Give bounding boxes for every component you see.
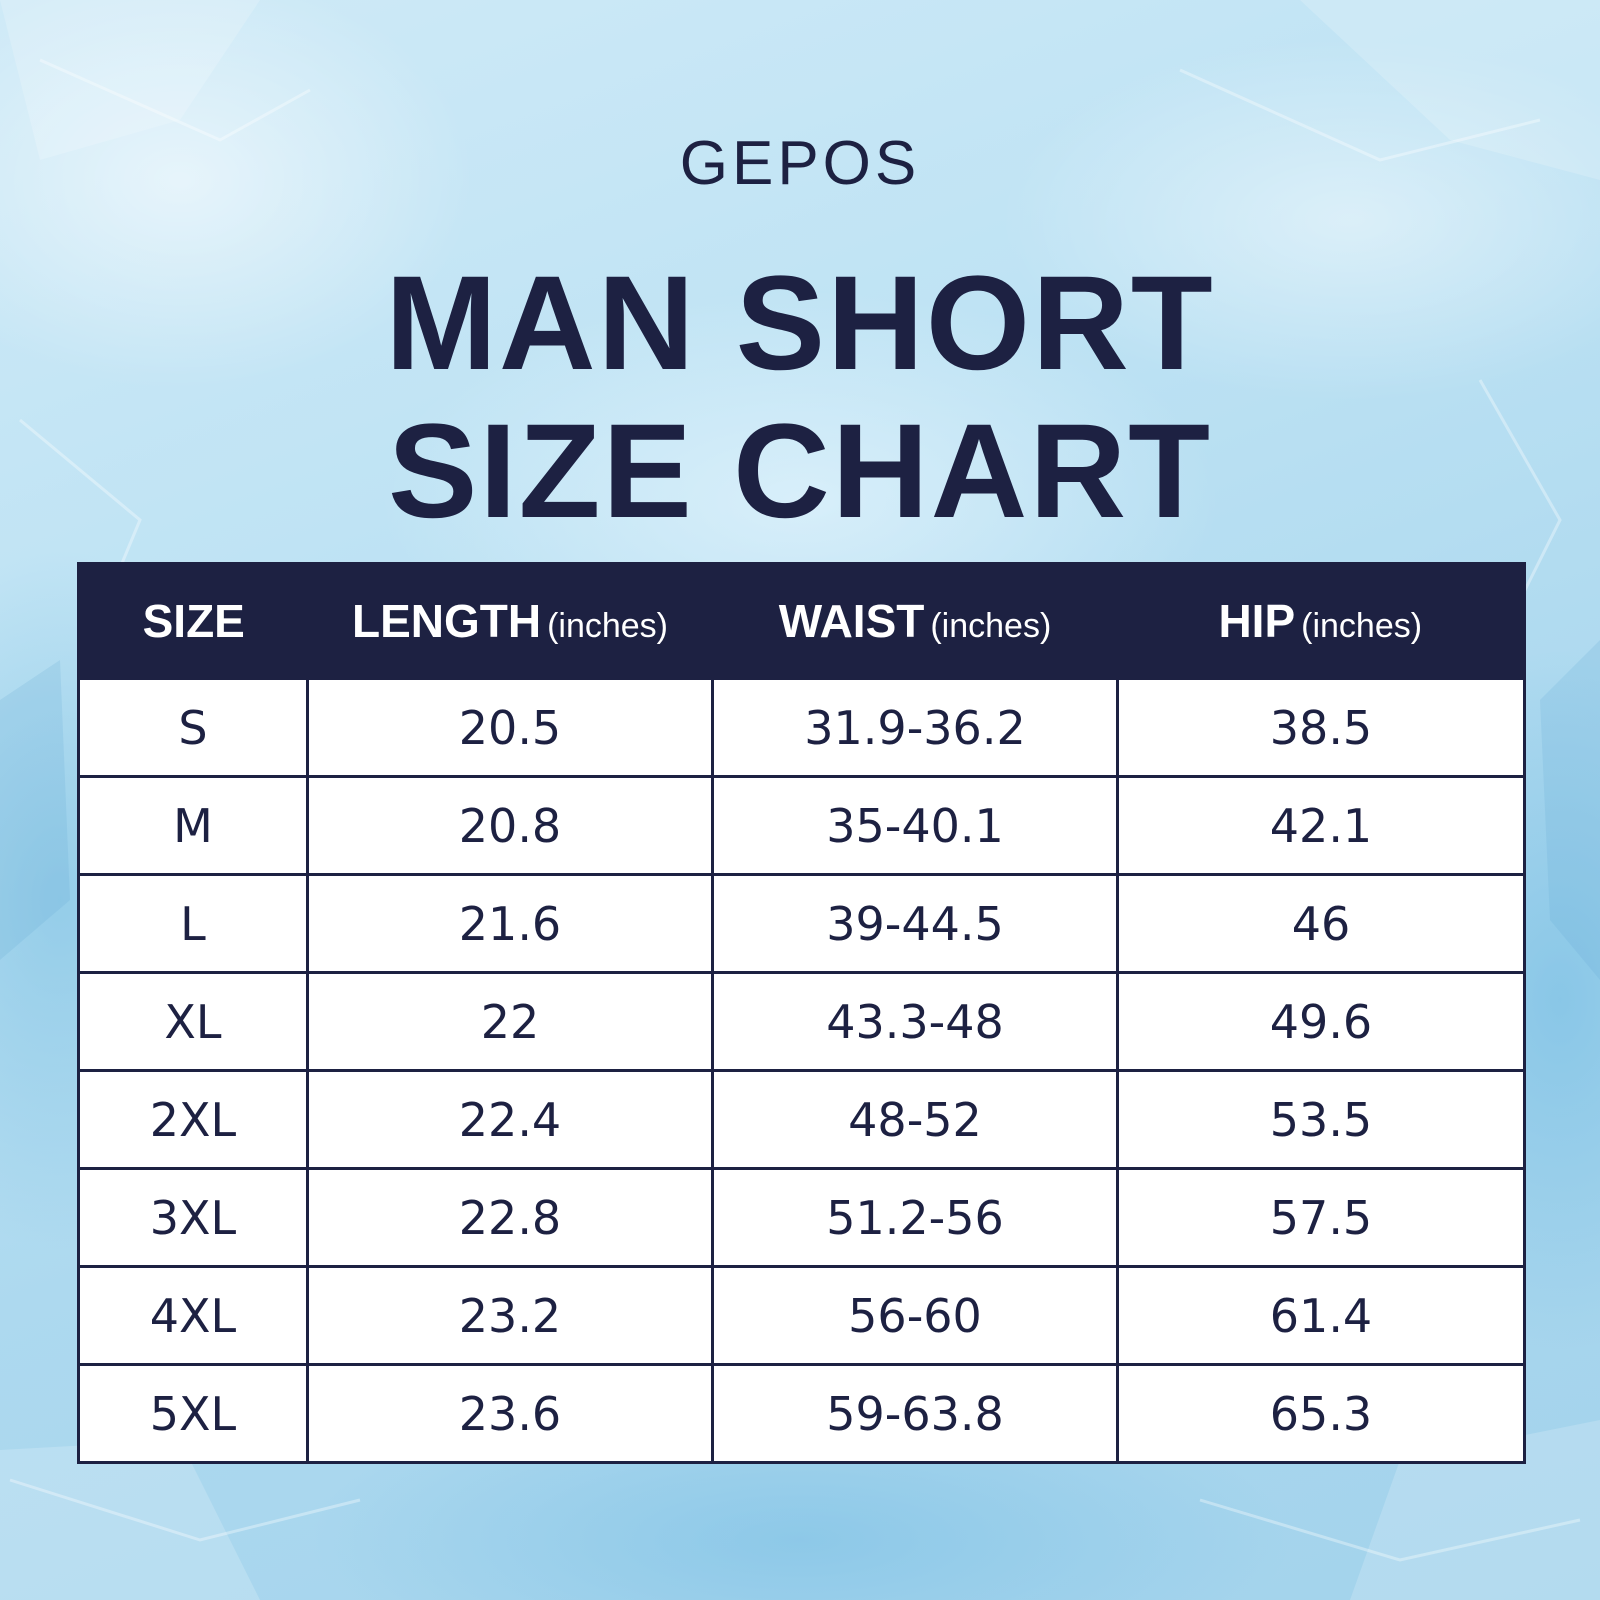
brand-logo: GEPOS (679, 129, 921, 198)
cell-size: 5XL (77, 1363, 309, 1464)
cell-hip: 57.5 (1116, 1167, 1526, 1268)
header-label: HIP (1218, 595, 1296, 647)
cell-length: 20.5 (306, 677, 714, 778)
cell-size: XL (77, 971, 309, 1072)
cell-hip: 53.5 (1116, 1069, 1526, 1170)
header-waist: WAIST (inches) (712, 563, 1118, 679)
cell-size: 2XL (77, 1069, 309, 1170)
table-row: L 21.6 39-44.5 46 (77, 873, 1526, 974)
title-line-1: MAN SHORT (385, 249, 1215, 398)
header-label: SIZE (142, 595, 245, 647)
cell-waist: 59-63.8 (711, 1363, 1119, 1464)
cell-length: 22.4 (306, 1069, 714, 1170)
header-hip: HIP (inches) (1117, 563, 1525, 679)
header-unit: (inches) (930, 607, 1052, 645)
cell-size: M (77, 775, 309, 876)
header-label: LENGTH (351, 595, 542, 647)
header-size: SIZE (78, 563, 308, 679)
cell-length: 23.6 (306, 1363, 714, 1464)
cell-size: S (77, 677, 309, 778)
cell-hip: 46 (1116, 873, 1526, 974)
title-line-2: SIZE CHART (388, 397, 1212, 546)
cell-waist: 56-60 (711, 1265, 1119, 1366)
table-row: M 20.8 35-40.1 42.1 (77, 775, 1526, 876)
cell-length: 20.8 (306, 775, 714, 876)
cell-size: L (77, 873, 309, 974)
table-row: 5XL 23.6 59-63.8 65.3 (77, 1363, 1526, 1464)
cell-waist: 35-40.1 (711, 775, 1119, 876)
cell-size: 4XL (77, 1265, 309, 1366)
cell-hip: 38.5 (1116, 677, 1526, 778)
cell-waist: 31.9-36.2 (711, 677, 1119, 778)
header-unit: (inches) (547, 607, 669, 645)
table-row: 4XL 23.2 56-60 61.4 (77, 1265, 1526, 1366)
cell-length: 22.8 (306, 1167, 714, 1268)
table-header-row: SIZE LENGTH (inches) WAIST (inches) HIP (in… (78, 563, 1525, 679)
cell-waist: 39-44.5 (711, 873, 1119, 974)
size-chart-table: SIZE LENGTH (inches) WAIST (inches) HIP (in… (77, 562, 1526, 1464)
cell-length: 22 (306, 971, 714, 1072)
table-row: 2XL 22.4 48-52 53.5 (77, 1069, 1526, 1170)
cell-waist: 48-52 (711, 1069, 1119, 1170)
header-unit: (inches) (1301, 607, 1423, 645)
header-label: WAIST (778, 595, 925, 647)
table-row: S 20.5 31.9-36.2 38.5 (77, 677, 1526, 778)
cell-length: 23.2 (306, 1265, 714, 1366)
cell-waist: 43.3-48 (711, 971, 1119, 1072)
cell-hip: 61.4 (1116, 1265, 1526, 1366)
cell-hip: 42.1 (1116, 775, 1526, 876)
cell-hip: 49.6 (1116, 971, 1526, 1072)
cell-hip: 65.3 (1116, 1363, 1526, 1464)
page-title: MAN SHORT SIZE CHART (0, 250, 1600, 546)
cell-waist: 51.2-56 (711, 1167, 1119, 1268)
table-row: XL 22 43.3-48 49.6 (77, 971, 1526, 1072)
header-length: LENGTH (inches) (307, 563, 713, 679)
table-row: 3XL 22.8 51.2-56 57.5 (77, 1167, 1526, 1268)
cell-length: 21.6 (306, 873, 714, 974)
cell-size: 3XL (77, 1167, 309, 1268)
